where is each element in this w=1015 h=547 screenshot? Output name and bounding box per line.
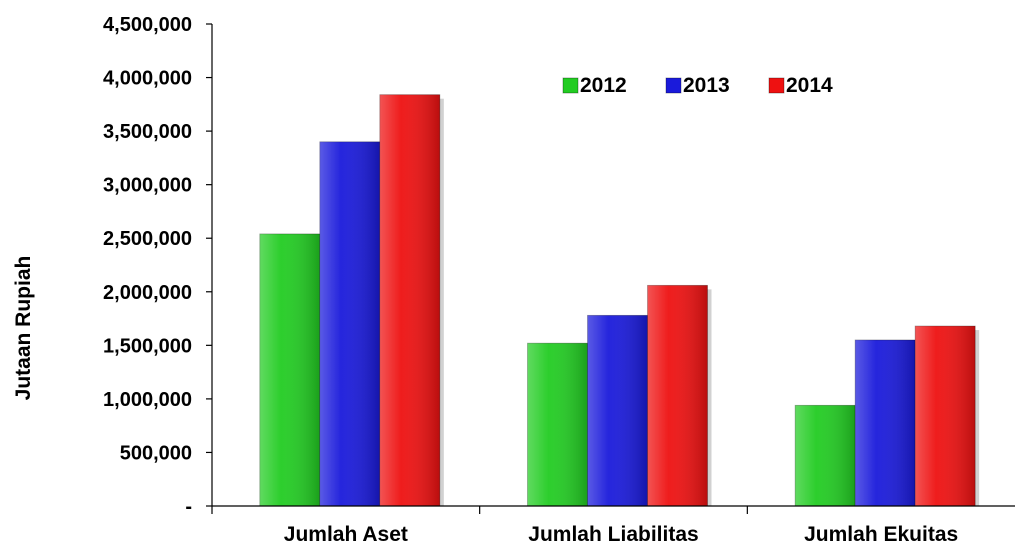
bar-highlight [259,233,320,506]
bars [259,94,980,507]
y-tick-label: 4,000,000 [103,68,192,90]
legend-label-2013: 2013 [683,74,730,97]
y-tick-label: - [185,496,192,518]
bar-highlight [319,141,380,507]
x-category-label: Jumlah Liabilitas [528,523,698,546]
bar-highlight [795,405,856,506]
bar-highlight [855,339,916,506]
y-axis-ticks: - 500,000 1,000,000 1,500,000 2,000,000 2,500… [103,14,212,518]
y-tick-label: 2,500,000 [103,228,192,250]
bar-highlight [587,315,648,506]
x-axis-ticks: Jumlah Aset Jumlah Liabilitas Jumlah Ekuit… [211,506,958,546]
bar-highlight [379,94,440,507]
legend: 2012 2013 2014 [562,74,833,97]
y-tick-label: 3,000,000 [103,175,192,197]
bar-highlight [527,343,588,506]
y-axis-label: Jutaan Rupiah [12,256,35,401]
bar-highlight [915,326,976,506]
bar-highlight [647,285,708,506]
legend-label-2012: 2012 [580,74,627,97]
legend-swatch-2012 [562,77,579,94]
y-tick-label: 3,500,000 [103,121,192,143]
y-tick-label: 4,500,000 [103,14,192,36]
y-tick-label: 1,500,000 [103,335,192,357]
y-tick-label: 2,000,000 [103,282,192,304]
legend-swatch-2014 [768,77,785,94]
x-category-label: Jumlah Ekuitas [804,523,958,546]
legend-swatch-2013 [665,77,682,94]
y-tick-label: 1,000,000 [103,389,192,411]
legend-label-2014: 2014 [786,74,833,97]
x-category-label: Jumlah Aset [284,523,408,546]
y-tick-label: 500,000 [120,442,192,464]
